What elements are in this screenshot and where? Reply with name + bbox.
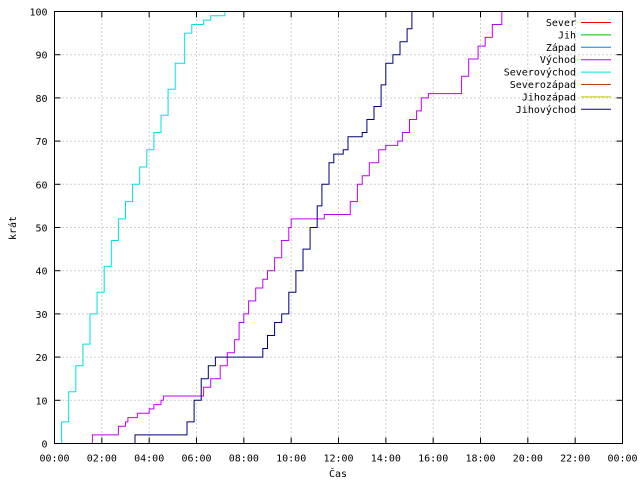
x-tick-label: 14:00 <box>371 454 401 465</box>
y-tick-label: 70 <box>35 137 47 148</box>
y-tick-label: 30 <box>35 310 47 321</box>
y-tick-label: 90 <box>35 51 47 62</box>
y-tick-label: 80 <box>35 94 47 105</box>
grid <box>54 11 623 444</box>
series-line-severovychod <box>55 11 226 444</box>
series-lines <box>55 11 503 444</box>
series-line-jihovychod <box>134 11 413 444</box>
legend-label-vychod: Východ <box>540 54 576 66</box>
x-tick-label: 22:00 <box>560 454 590 465</box>
y-tick-label: 0 <box>41 440 47 451</box>
legend-label-severozapad: Severozápad <box>510 79 576 91</box>
y-axis-label: krát <box>7 216 19 240</box>
y-tick-label: 50 <box>35 224 47 235</box>
x-tick-label: 00:00 <box>39 454 69 465</box>
x-tick-label: 16:00 <box>418 454 448 465</box>
legend-label-jihovychod: Jihovýchod <box>516 104 576 116</box>
x-tick-label: 10:00 <box>276 454 306 465</box>
legend-label-jihozapad: Jihozápad <box>522 91 576 103</box>
axis-ticks: 0 10 20 30 40 50 60 70 80 90 100 00:00 02:00 04:00 06:… <box>29 8 637 465</box>
x-tick-label: 08:00 <box>229 454 259 465</box>
legend-label-severovychod: Severovýchod <box>504 67 576 79</box>
y-tick-label: 60 <box>35 180 47 191</box>
x-tick-label: 12:00 <box>323 454 353 465</box>
y-tick-label: 100 <box>29 8 47 19</box>
y-tick-label: 20 <box>35 353 47 364</box>
legend-label-jih: Jih <box>558 30 576 41</box>
legend: SeverJihZápadVýchodSeverovýchodSeverozáp… <box>504 18 611 116</box>
x-tick-label: 00:00 <box>607 454 637 465</box>
y-tick-label: 10 <box>35 396 47 407</box>
x-axis-label: Čas <box>329 467 347 480</box>
legend-label-zapad: Západ <box>546 42 576 54</box>
x-tick-label: 06:00 <box>181 454 211 465</box>
legend-label-sever: Sever <box>546 18 576 29</box>
x-tick-label: 18:00 <box>465 454 495 465</box>
y-tick-label: 40 <box>35 267 47 278</box>
series-line-vychod <box>91 11 503 444</box>
x-tick-label: 02:00 <box>87 454 117 465</box>
x-tick-label: 04:00 <box>134 454 164 465</box>
x-tick-label: 20:00 <box>513 454 543 465</box>
